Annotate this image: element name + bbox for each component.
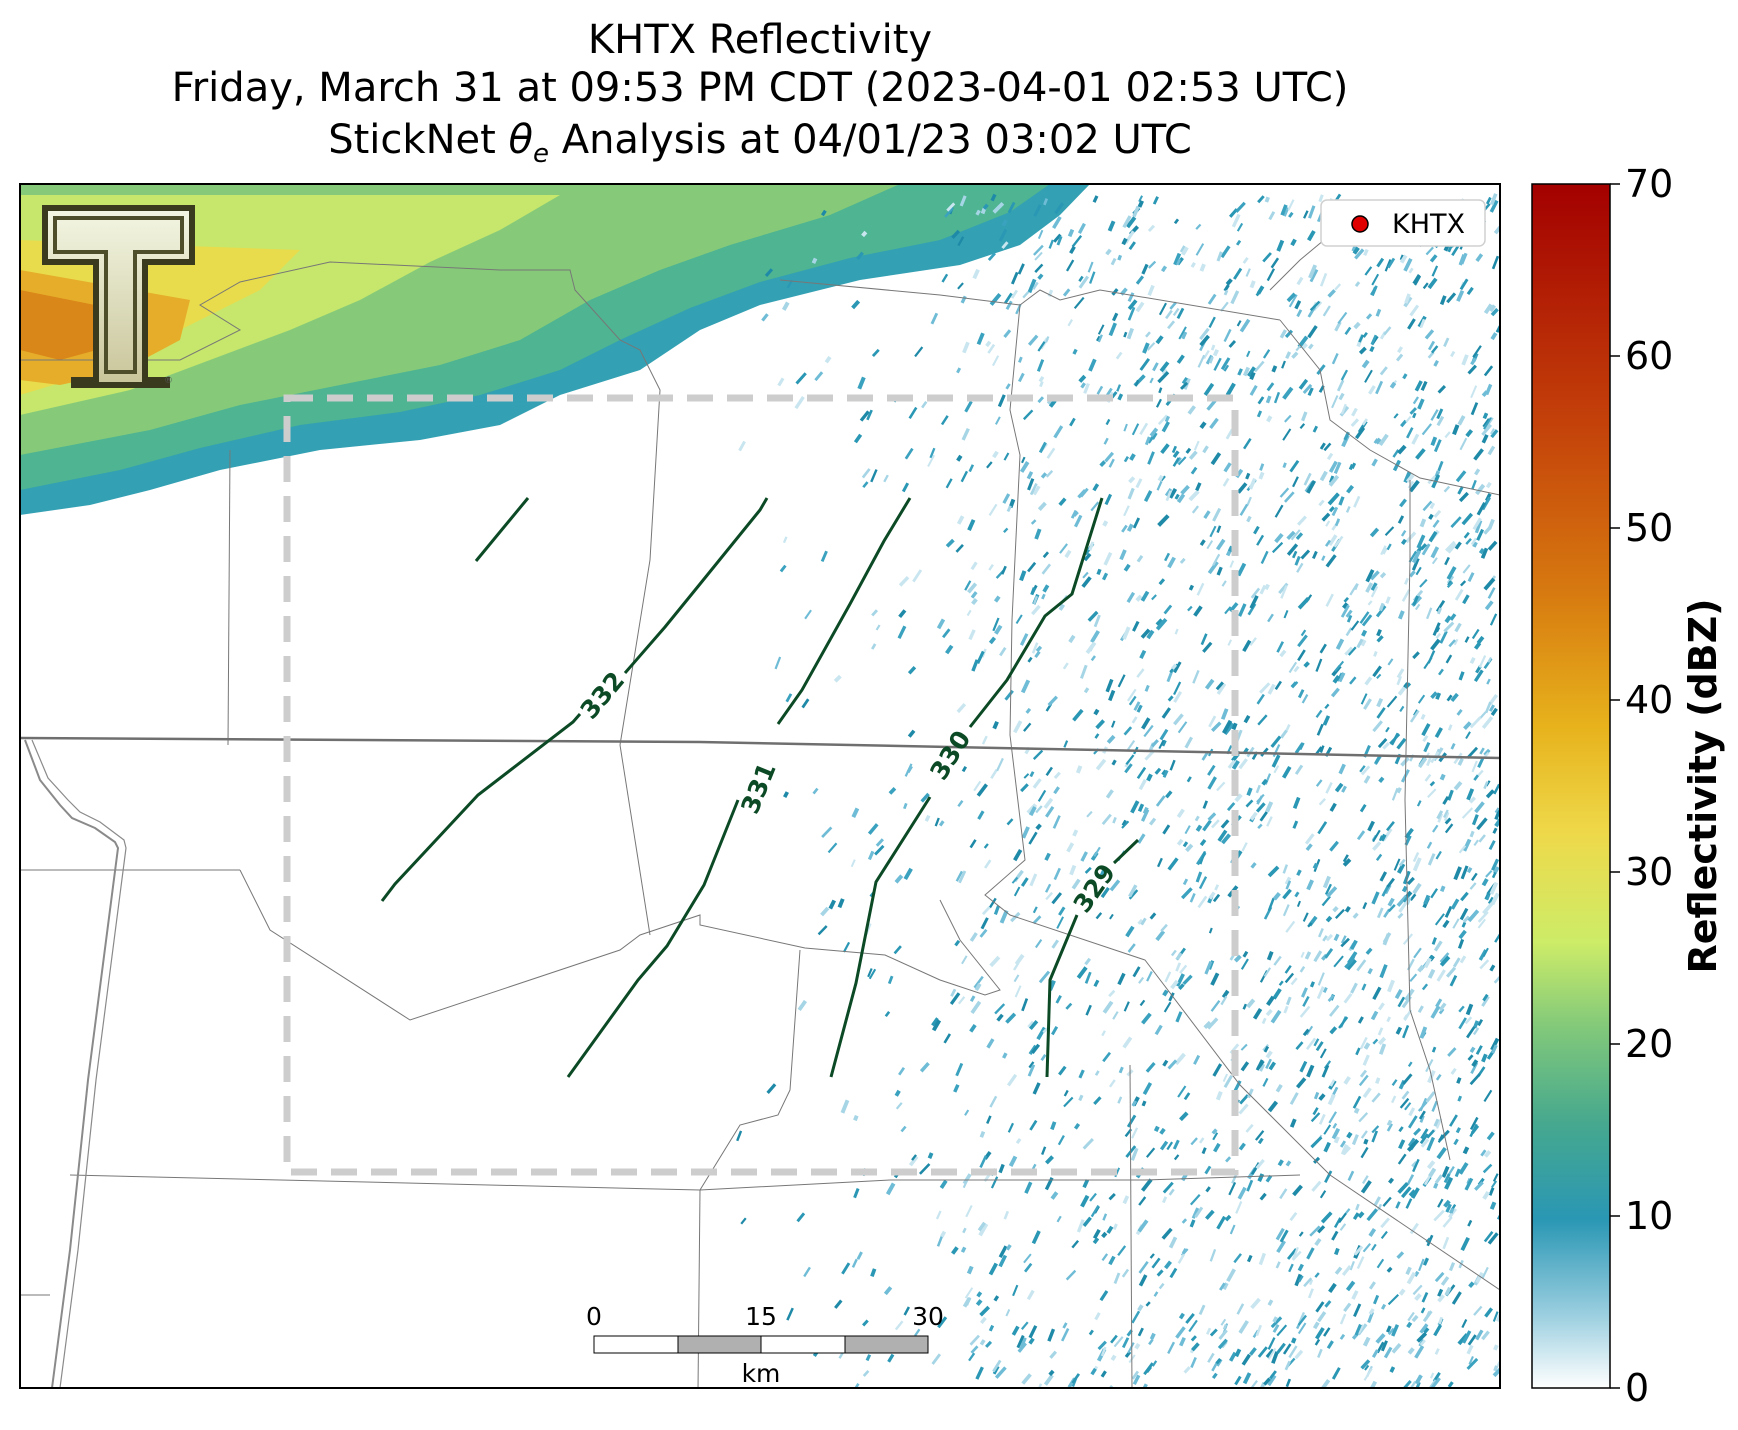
colorbar-tick-label: 20 (1625, 1022, 1673, 1066)
map-frame (19, 183, 1501, 1389)
colorbar-tick-label: 50 (1625, 506, 1673, 550)
reflectivity-echo-scatter (736, 193, 1500, 1388)
colorbar-tick-label: 0 (1625, 1366, 1649, 1410)
contour-330 (829, 497, 1104, 1078)
map-subtitle-time: Friday, March 31 at 09:53 PM CDT (2023-0… (171, 65, 1349, 111)
theta-e-contours (380, 497, 1140, 1078)
contour-label-330: 330 (924, 725, 976, 785)
contour-332-segment (474, 497, 530, 562)
contour-331 (566, 497, 912, 1078)
colorbar-tick-label: 30 (1625, 850, 1673, 894)
legend: KHTX (1320, 199, 1486, 247)
colorbar-tick-label: 70 (1625, 162, 1673, 206)
map-title: KHTX Reflectivity (587, 17, 933, 63)
scale-tick-0: 0 (586, 1302, 602, 1331)
county-boundaries (20, 209, 1500, 1388)
scale-tick-15: 15 (745, 1302, 777, 1331)
contour-label-332: 332 (575, 666, 631, 725)
scale-bar: 0 15 30 km (586, 1302, 944, 1388)
state-boundary (20, 736, 1500, 1388)
colorbar: 0 10 20 30 40 50 60 70 Reflectivity (dBZ) (1531, 162, 1725, 1410)
analysis-domain-box (283, 394, 1239, 1176)
colorbar-tick-label: 40 (1625, 678, 1673, 722)
legend-marker (1351, 215, 1369, 233)
scale-unit: km (742, 1359, 781, 1388)
colorbar-label: Reflectivity (dBZ) (1681, 598, 1725, 973)
legend-label: KHTX (1392, 209, 1465, 240)
contour-329 (1045, 838, 1140, 1078)
colorbar-tick-label: 10 (1625, 1194, 1673, 1238)
map-subtitle-analysis: StickNet θe Analysis at 04/01/23 03:02 U… (328, 117, 1192, 169)
registered-mark: ® (164, 376, 173, 386)
contour-label-331: 331 (735, 759, 781, 818)
colorbar-tick-label: 60 (1625, 334, 1673, 378)
texas-tech-logo: ® (42, 205, 195, 388)
scale-tick-30: 30 (912, 1302, 944, 1331)
contour-332 (380, 497, 769, 902)
colorbar-ticks: 0 10 20 30 40 50 60 70 (1610, 162, 1673, 1410)
